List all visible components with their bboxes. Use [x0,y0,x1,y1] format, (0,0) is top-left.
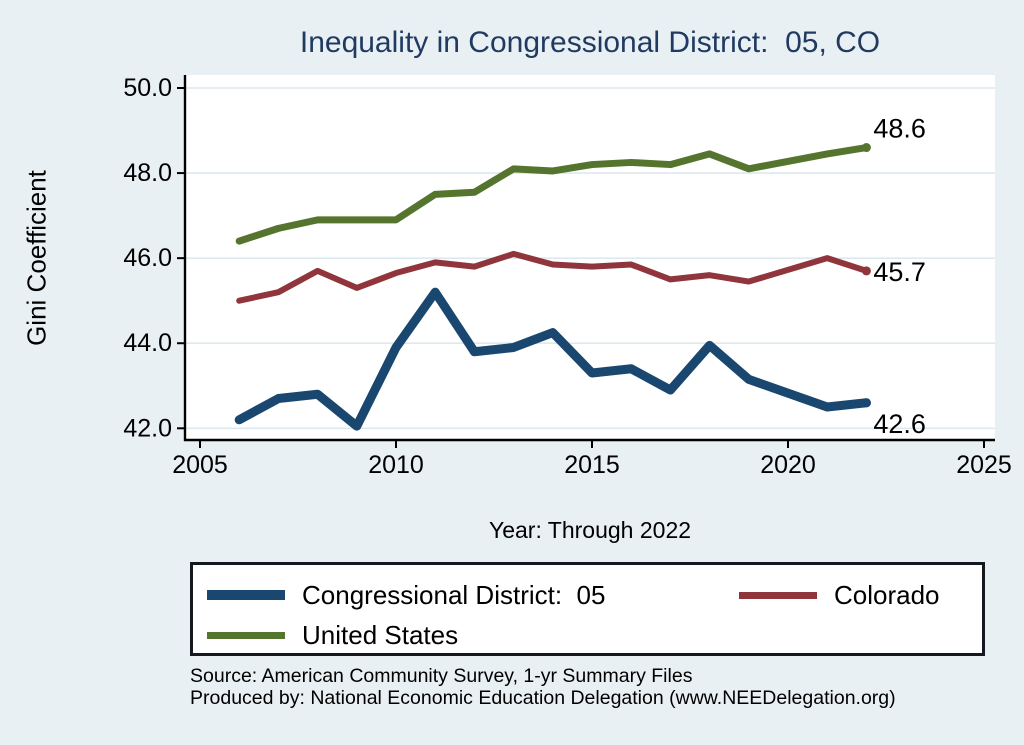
x-tick-label: 2010 [368,451,424,479]
legend-item-district: Congressional District: 05 [207,580,605,610]
series-end-label: 45.7 [873,257,926,287]
series-end-marker [861,266,871,276]
source-note: Source: American Community Survey, 1-yr … [190,665,693,687]
y-tick-label: 46.0 [123,244,172,272]
x-tick-label: 2020 [760,451,816,479]
series-end-label: 42.6 [873,409,926,439]
series-line-2 [236,250,870,304]
produced-by-note: Produced by: National Economic Education… [190,687,896,709]
y-tick-label: 42.0 [123,414,172,442]
x-axis-title: Year: Through 2022 [488,517,692,543]
y-tick-label: 48.0 [123,159,172,187]
us-line-swatch [207,631,285,639]
series-line-3 [235,144,870,245]
legend-label-district: Congressional District: 05 [302,579,606,610]
series-end-label: 48.6 [873,114,926,144]
legend-label-colorado: Colorado [834,579,940,610]
y-axis-title: Gini Coefficient [21,170,52,346]
series-end-marker [861,398,871,408]
legend: Congressional District: 05 Colorado Unit… [190,562,985,656]
y-tick-label: 50.0 [123,74,172,102]
legend-item-us: United States [207,620,458,650]
x-tick-label: 2015 [564,451,620,479]
series-line-1 [234,287,871,431]
legend-label-us: United States [302,619,459,650]
y-tick-label: 44.0 [123,329,172,357]
x-tick-label: 2025 [956,451,1012,479]
chart-title: Inequality in Congressional District: 05… [299,26,881,59]
colorado-line-swatch [739,591,817,599]
x-tick-label: 2005 [172,451,228,479]
legend-item-colorado: Colorado [739,580,940,610]
district-line-swatch [207,590,285,600]
series-end-marker [861,143,871,153]
